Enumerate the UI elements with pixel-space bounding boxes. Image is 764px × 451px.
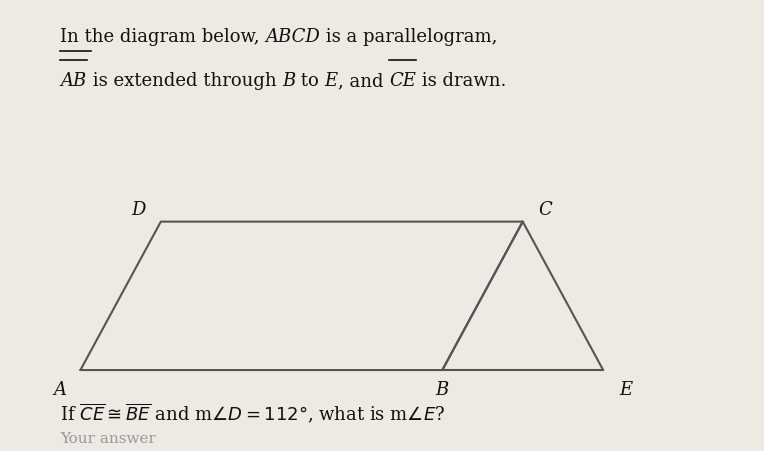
Text: B: B <box>282 72 295 90</box>
Text: E: E <box>619 380 633 398</box>
Text: is extended through: is extended through <box>86 72 282 90</box>
Text: A: A <box>53 380 66 398</box>
Text: B: B <box>435 380 449 398</box>
Text: is drawn.: is drawn. <box>416 72 507 90</box>
Text: , and: , and <box>338 72 389 90</box>
Text: C: C <box>539 201 552 219</box>
Text: If $\overline{CE} \cong \overline{BE}$ and m$\angle D = 112°$, what is m$\angle : If $\overline{CE} \cong \overline{BE}$ a… <box>60 400 445 424</box>
Text: CE: CE <box>389 72 416 90</box>
Text: Your answer: Your answer <box>60 431 156 445</box>
Text: D: D <box>131 201 145 219</box>
Text: is a parallelogram,: is a parallelogram, <box>320 28 497 46</box>
Text: to: to <box>295 72 325 90</box>
Text: AB: AB <box>60 72 86 90</box>
Text: In the diagram below,: In the diagram below, <box>60 28 266 46</box>
Text: ABCD: ABCD <box>266 28 320 46</box>
Text: E: E <box>325 72 338 90</box>
